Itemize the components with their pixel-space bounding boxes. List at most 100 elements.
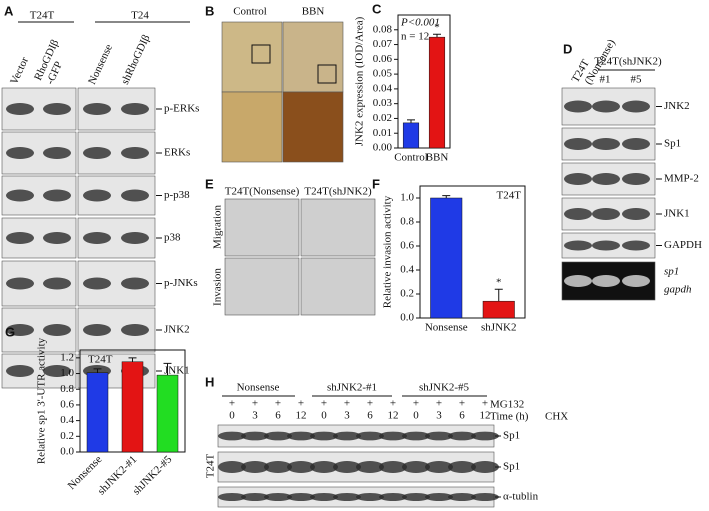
label: + xyxy=(413,398,419,410)
y-tick-label: 0.06 xyxy=(373,53,393,65)
error-bar xyxy=(433,33,441,38)
plot-frame xyxy=(397,14,451,149)
label: + xyxy=(275,398,281,410)
band xyxy=(310,461,338,473)
band xyxy=(121,147,149,159)
band xyxy=(402,431,430,441)
band xyxy=(564,240,592,251)
y-axis-label: Relative sp1 3'-UTR activity xyxy=(36,337,48,464)
band xyxy=(218,431,246,441)
label: shJNK2-#1 xyxy=(327,382,377,394)
label: shJNK2-#5 xyxy=(419,382,470,394)
band xyxy=(425,493,453,501)
label: 12 xyxy=(480,410,491,422)
label: + xyxy=(482,398,488,410)
band xyxy=(622,208,650,220)
label: 3 xyxy=(252,410,258,422)
y-axis-label: Relative invasion activity xyxy=(382,195,394,308)
band xyxy=(264,493,292,501)
y-tick-label: 0.04 xyxy=(373,82,393,94)
y-tick-label: 0.08 xyxy=(373,23,393,35)
band xyxy=(83,103,111,115)
panel-letter: C xyxy=(372,1,382,16)
y-tick-label: 1.0 xyxy=(400,192,414,204)
band xyxy=(83,277,111,290)
band xyxy=(218,461,246,473)
band xyxy=(379,493,407,501)
label: 3 xyxy=(436,410,442,422)
y-tick-label: 0.01 xyxy=(373,127,392,139)
band xyxy=(333,431,361,441)
y-tick-label: 0.6 xyxy=(60,398,74,410)
panel-letter: E xyxy=(205,176,214,191)
band xyxy=(121,324,149,336)
band xyxy=(471,461,499,473)
band xyxy=(121,103,149,115)
micrograph xyxy=(300,257,376,316)
label: Time (h) xyxy=(490,411,529,423)
row-label: p-ERKs xyxy=(164,103,199,115)
error-bar xyxy=(93,368,102,373)
panel-letter: H xyxy=(205,374,214,389)
band xyxy=(241,431,269,441)
bar xyxy=(86,372,109,453)
band xyxy=(592,173,620,185)
y-axis-label: JNK2 expression (IOD/Area) xyxy=(354,16,366,146)
band xyxy=(622,240,650,251)
band xyxy=(6,324,34,336)
panel-letter: B xyxy=(205,3,214,18)
band xyxy=(287,493,315,501)
y-tick-label: 0.0 xyxy=(60,446,74,458)
band xyxy=(43,277,71,290)
label: 0 xyxy=(321,410,327,422)
label: CHX xyxy=(545,411,568,423)
label: Invasion xyxy=(212,268,224,306)
band xyxy=(356,431,384,441)
band xyxy=(6,103,34,115)
y-tick-label: 0.0 xyxy=(400,312,414,324)
panel-letter: D xyxy=(563,41,572,56)
band xyxy=(287,461,315,473)
plot-frame xyxy=(419,185,526,319)
band xyxy=(402,461,430,473)
micrograph xyxy=(282,91,344,163)
error-bar xyxy=(163,362,172,376)
y-tick-label: 0.2 xyxy=(400,288,414,300)
row-label: MMP-2 xyxy=(664,173,699,185)
band xyxy=(83,189,111,202)
band xyxy=(425,461,453,473)
micrograph xyxy=(224,257,300,316)
row-label: Sp1 xyxy=(503,461,520,473)
band xyxy=(287,431,315,441)
y-tick-label: 0.8 xyxy=(400,216,414,228)
band xyxy=(592,208,620,220)
chart-label: T24T xyxy=(497,190,522,202)
x-tick-label: BBN xyxy=(426,152,449,164)
label: + xyxy=(252,398,258,410)
label: #1 xyxy=(600,74,611,86)
band xyxy=(121,277,149,290)
y-tick-label: 0.07 xyxy=(373,38,393,50)
label: T24T(Nonsense) xyxy=(225,186,300,198)
row-label: p-p38 xyxy=(164,189,190,201)
y-tick-label: 1.0 xyxy=(60,367,74,379)
row-label: JNK2 xyxy=(664,100,690,112)
significance-mark: * xyxy=(434,22,440,34)
row-label: JNK2 xyxy=(164,324,190,336)
band xyxy=(43,103,71,115)
micrograph xyxy=(300,198,376,257)
band xyxy=(471,431,499,441)
band xyxy=(6,365,34,377)
band xyxy=(83,232,111,244)
band xyxy=(43,189,71,202)
band xyxy=(448,431,476,441)
label: 0 xyxy=(413,410,419,422)
label: 6 xyxy=(459,410,465,422)
row-label: ERKs xyxy=(164,147,190,159)
label: T24T(shJNK2) xyxy=(594,56,662,68)
row-label: GAPDH xyxy=(664,239,702,251)
band xyxy=(622,275,650,287)
inset-box xyxy=(251,44,271,64)
y-tick-label: 0.02 xyxy=(373,112,392,124)
label: 0 xyxy=(229,410,235,422)
